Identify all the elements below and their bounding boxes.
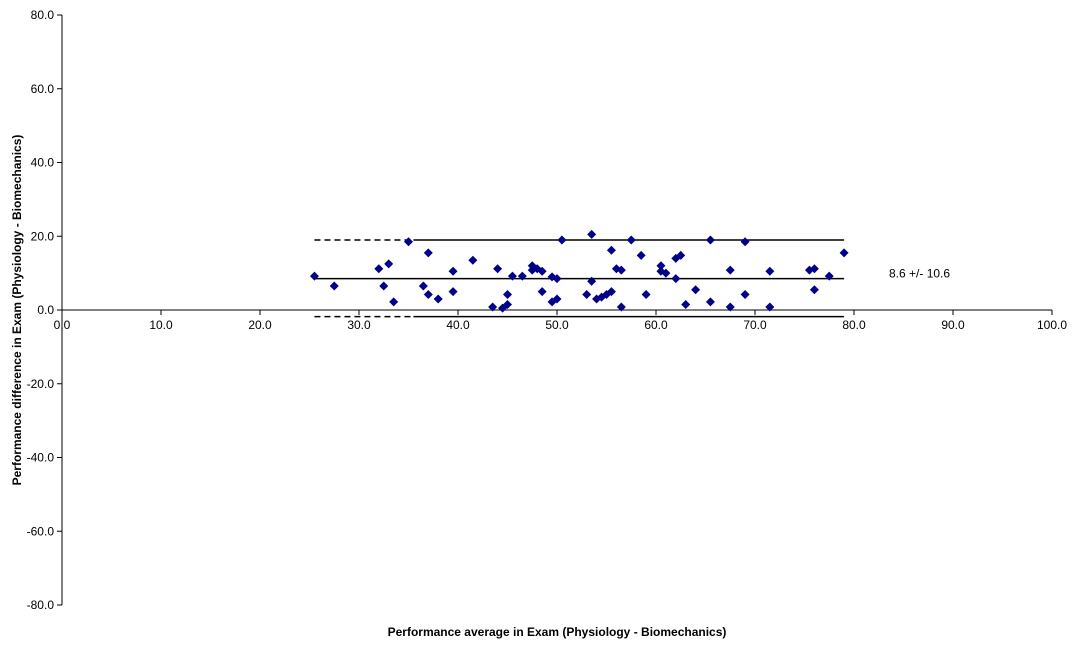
data-point xyxy=(765,302,775,312)
y-tick-label: -40.0 xyxy=(27,451,55,465)
data-point xyxy=(404,237,413,247)
data-point xyxy=(671,274,681,284)
data-point xyxy=(587,276,597,286)
mean-sd-annotation: 8.6 +/- 10.6 xyxy=(889,267,950,281)
x-tick-label: 40.0 xyxy=(446,318,470,332)
data-point xyxy=(389,297,399,307)
data-point xyxy=(691,285,701,295)
data-point xyxy=(517,271,527,281)
data-points xyxy=(309,229,849,313)
data-point xyxy=(705,297,715,307)
data-point xyxy=(740,290,750,300)
data-point xyxy=(616,265,626,275)
y-tick-label: -20.0 xyxy=(27,377,55,391)
x-tick-label: 100.0 xyxy=(1037,318,1067,332)
y-tick-label: 40.0 xyxy=(31,156,55,170)
data-point xyxy=(552,294,562,304)
y-tick-label: 80.0 xyxy=(31,8,55,22)
data-point xyxy=(448,266,458,276)
data-point xyxy=(740,237,750,247)
data-point xyxy=(606,245,616,255)
data-point xyxy=(636,250,646,260)
y-axis-title: Performance difference in Exam (Physiolo… xyxy=(10,135,24,486)
data-point xyxy=(725,302,735,312)
y-tick-label: -60.0 xyxy=(27,524,55,538)
data-point xyxy=(503,290,512,300)
x-tick-label: 60.0 xyxy=(644,318,668,332)
data-point xyxy=(606,287,616,297)
data-point xyxy=(379,281,389,291)
y-tick-label: 0.0 xyxy=(37,303,54,317)
data-point xyxy=(626,235,636,245)
data-point xyxy=(507,271,517,281)
data-point xyxy=(557,235,567,245)
x-tick-label: 0.0 xyxy=(54,318,71,332)
data-point xyxy=(374,264,384,274)
data-point xyxy=(423,290,433,300)
data-point xyxy=(661,268,671,278)
data-point xyxy=(433,294,443,304)
data-point xyxy=(468,255,478,265)
x-tick-label: 30.0 xyxy=(347,318,371,332)
data-point xyxy=(384,259,394,269)
data-point xyxy=(537,266,547,276)
y-tick-label: 20.0 xyxy=(31,229,55,243)
data-point xyxy=(641,290,651,300)
data-point xyxy=(423,248,433,258)
x-axis: 0.0 10.0 20.0 30.0 40.0 50.0 60.0 70.0 80.0 90.0 1… xyxy=(54,309,1067,332)
data-point xyxy=(537,287,547,297)
x-tick-label: 50.0 xyxy=(545,318,569,332)
data-point xyxy=(418,281,428,291)
data-point xyxy=(503,299,512,309)
data-point xyxy=(309,271,319,281)
data-point xyxy=(552,274,562,284)
data-point xyxy=(676,250,686,260)
y-axis: 80.0 60.0 40.0 20.0 0.0 -20.0 -40.0 -60.0 -80.0 xyxy=(27,8,63,612)
x-tick-label: 70.0 xyxy=(743,318,767,332)
data-point xyxy=(765,266,775,276)
data-point xyxy=(582,290,592,300)
data-point xyxy=(329,281,339,291)
data-point xyxy=(809,264,819,274)
data-point xyxy=(809,285,819,295)
data-point xyxy=(616,302,626,312)
data-point xyxy=(681,299,691,309)
data-point xyxy=(705,235,715,245)
data-point xyxy=(725,265,735,275)
x-axis-title: Performance average in Exam (Physiology … xyxy=(388,625,727,639)
data-point xyxy=(488,302,498,312)
y-tick-label: 60.0 xyxy=(31,82,55,96)
data-point xyxy=(448,287,458,297)
data-point xyxy=(656,261,666,271)
data-point xyxy=(587,229,597,239)
x-tick-label: 10.0 xyxy=(149,318,173,332)
data-point xyxy=(493,264,503,274)
x-tick-label: 80.0 xyxy=(842,318,866,332)
data-point xyxy=(824,271,834,281)
y-tick-label: -80.0 xyxy=(27,598,55,612)
x-tick-label: 20.0 xyxy=(248,318,272,332)
data-point xyxy=(839,248,849,258)
x-tick-label: 90.0 xyxy=(941,318,965,332)
